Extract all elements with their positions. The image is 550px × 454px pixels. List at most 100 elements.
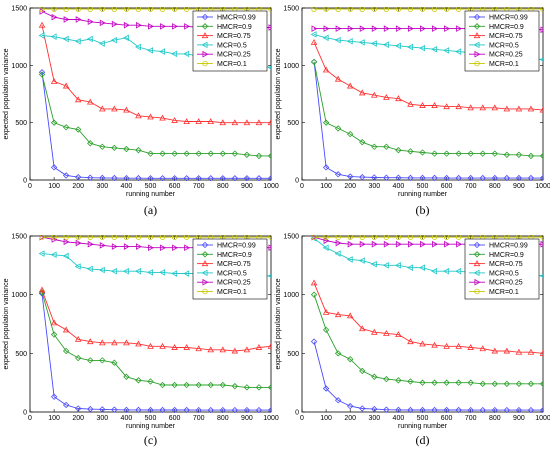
data-point: [467, 150, 474, 157]
data-point: [183, 235, 190, 240]
data-point: [383, 235, 390, 240]
data-point: [334, 250, 341, 257]
y-tick-label: 0: [23, 410, 27, 417]
data-point: [87, 405, 94, 413]
data-point: [310, 338, 318, 345]
data-point: [503, 174, 511, 181]
data-point: [479, 104, 487, 111]
x-tick-label: 200: [344, 183, 356, 190]
y-tick-label: 1500: [283, 234, 299, 241]
data-point: [359, 235, 365, 240]
data-point: [394, 262, 401, 269]
data-point: [419, 406, 426, 413]
x-tick-label: 500: [417, 415, 429, 422]
legend-marker: [473, 260, 481, 267]
legend: HMCR=0.99 HMCR=0.9 MCR=0.75 MCR=0.5 MCR=0.25…: [192, 10, 268, 72]
data-point: [420, 25, 426, 32]
data-point: [99, 406, 106, 413]
series-2: [310, 291, 543, 388]
data-point: [431, 235, 438, 240]
data-point: [382, 262, 389, 269]
data-point: [183, 344, 190, 350]
data-point: [147, 150, 154, 157]
x-tick-label: 900: [513, 415, 525, 422]
data-point: [371, 143, 378, 150]
data-point: [479, 380, 486, 388]
data-point: [195, 150, 202, 157]
data-point: [172, 23, 179, 30]
series-1: [310, 58, 543, 181]
data-point: [195, 175, 202, 181]
data-point: [539, 273, 543, 278]
data-point: [467, 379, 474, 386]
data-point: [86, 35, 93, 43]
data-point: [98, 266, 105, 274]
legend-marker: [202, 50, 209, 58]
legend-label: MCR=0.5: [489, 42, 519, 49]
data-point: [503, 406, 511, 413]
x-tick-label: 400: [121, 183, 133, 190]
data-point: [243, 406, 251, 413]
data-point: [63, 235, 69, 240]
data-point: [347, 402, 354, 410]
data-point: [310, 279, 318, 286]
chart-panel-4: 0 100 200 300 400 500 600 700 800 900 1000 0 500 1000…: [275, 234, 550, 448]
x-tick-label: 700: [465, 183, 477, 190]
data-point: [456, 240, 463, 248]
data-point: [419, 102, 426, 108]
data-point: [111, 20, 118, 28]
data-point: [407, 100, 414, 107]
data-point: [135, 267, 141, 275]
data-point: [455, 379, 462, 386]
x-tick-label: 600: [441, 415, 453, 422]
data-point: [515, 406, 523, 413]
data-point: [268, 244, 271, 252]
data-point: [359, 7, 365, 12]
data-point: [323, 7, 329, 12]
data-point: [74, 37, 81, 45]
data-point: [539, 406, 543, 413]
data-point: [444, 240, 451, 248]
data-point: [255, 152, 263, 160]
data-point: [267, 406, 271, 413]
data-point: [407, 406, 414, 413]
legend-label: MCR=0.1: [489, 61, 519, 68]
data-point: [171, 50, 178, 58]
legend-marker: [201, 41, 208, 49]
panel-caption: (c): [144, 433, 157, 447]
chart-panel-1: 0 100 200 300 400 500 600 700 800 900 1000 0 500 1000…: [3, 6, 279, 218]
data-point: [74, 335, 82, 342]
data-point: [467, 174, 474, 181]
data-point: [431, 7, 438, 12]
data-point: [135, 406, 142, 413]
legend-label: MCR=0.25: [489, 280, 523, 287]
x-tick-label: 500: [145, 183, 157, 190]
data-point: [51, 13, 58, 21]
data-point: [219, 150, 226, 157]
data-point: [455, 7, 462, 12]
data-point: [394, 42, 401, 50]
data-point: [123, 145, 130, 153]
data-point: [335, 25, 342, 32]
data-point: [50, 331, 58, 338]
data-point: [479, 345, 487, 352]
legend-marker: [473, 13, 481, 21]
data-point: [467, 344, 474, 350]
y-tick-label: 1500: [11, 6, 27, 13]
data-point: [347, 240, 354, 248]
data-point: [358, 39, 365, 46]
data-point: [38, 71, 46, 78]
data-point: [335, 239, 342, 247]
data-point: [479, 150, 486, 157]
data-point: [171, 175, 178, 181]
legend-marker: [201, 13, 209, 21]
data-point: [148, 244, 154, 252]
data-point: [39, 7, 45, 12]
data-point: [75, 405, 82, 412]
x-tick-label: 300: [96, 415, 108, 422]
y-tick-label: 1000: [283, 63, 299, 70]
data-point: [347, 7, 353, 12]
data-point: [334, 36, 341, 44]
data-point: [310, 38, 318, 45]
data-point: [75, 173, 82, 181]
